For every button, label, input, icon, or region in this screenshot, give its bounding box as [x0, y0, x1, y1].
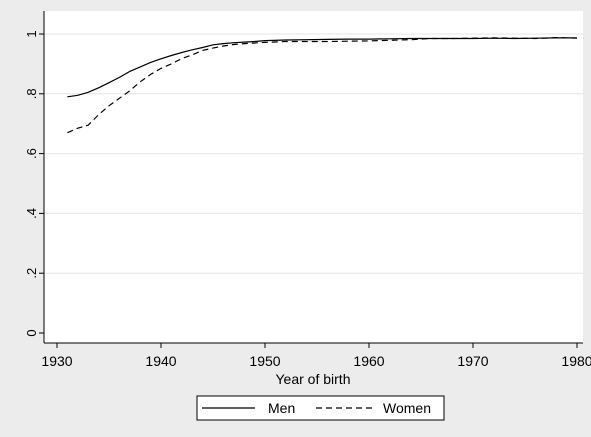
legend-label-men: Men	[268, 400, 295, 416]
x-axis-title: Year of birth	[276, 371, 351, 387]
y-tick-label: .2	[24, 268, 39, 279]
series-line-men	[67, 37, 577, 98]
legend-label-women: Women	[383, 400, 431, 416]
plot-area	[44, 11, 583, 343]
y-tick-label: 1	[24, 30, 39, 37]
axes: 0 .2 .4 .6 .8 1 1930 1940 1950 1960 1970 1980	[24, 11, 591, 369]
y-tick-label: 0	[24, 329, 39, 336]
y-tick-label: .4	[24, 208, 39, 219]
x-tick-label: 1980	[561, 353, 591, 369]
x-tick-label: 1940	[145, 353, 176, 369]
series-line-women	[67, 36, 578, 134]
y-tick-label: .8	[24, 88, 39, 99]
series-lines	[67, 36, 578, 134]
x-tick-label: 1960	[353, 353, 384, 369]
x-tick-label: 1950	[249, 353, 280, 369]
x-tick-label: 1930	[41, 353, 72, 369]
x-tick-label: 1970	[457, 353, 488, 369]
y-tick-label: .6	[24, 148, 39, 159]
legend: Men Women	[196, 395, 445, 421]
grid-lines	[45, 33, 583, 274]
